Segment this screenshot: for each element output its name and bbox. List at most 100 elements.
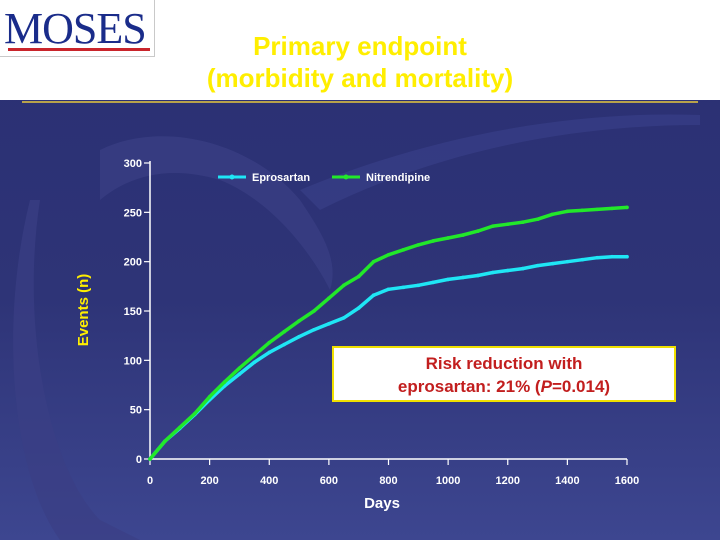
data-point-eprosartan [535,263,540,268]
data-point-nitrendipine [327,296,331,300]
data-point-eprosartan [476,273,480,278]
data-point-nitrendipine [237,366,242,371]
data-point-nitrendipine [163,439,167,444]
series-line-nitrendipine [148,205,629,461]
data-point-nitrendipine [371,259,376,264]
data-point-eprosartan [610,254,614,259]
data-point-nitrendipine [550,212,555,217]
data-point-nitrendipine [491,224,495,228]
legend-label-eprosartan: Eprosartan [252,172,310,184]
data-point-eprosartan [356,306,361,310]
data-point-nitrendipine [610,206,614,211]
title-line-2: (morbidity and mortality) [206,63,514,93]
data-point-eprosartan [580,257,585,262]
chart-series [148,205,629,461]
data-point-eprosartan [237,372,242,376]
data-point-nitrendipine [282,329,286,334]
callout-p-italic: P [540,377,552,396]
data-point-nitrendipine [401,248,406,252]
data-point-eprosartan [282,342,286,347]
data-point-nitrendipine [356,274,361,279]
logo-underline [8,48,150,51]
x-tick-label: 600 [320,475,338,487]
data-point-nitrendipine [595,207,599,212]
data-point-eprosartan [625,254,629,259]
legend-marker-nitrendipine [343,174,349,180]
data-point-nitrendipine [431,239,436,243]
slide-title: Primary endpoint (morbidity and mortalit… [150,30,570,94]
y-tick-label: 50 [130,405,142,417]
data-point-eprosartan [416,283,421,288]
y-tick-label: 300 [124,158,142,170]
x-tick-label: 200 [200,475,218,487]
data-point-nitrendipine [222,380,227,384]
data-point-nitrendipine [416,243,421,247]
data-point-nitrendipine [461,233,465,237]
data-point-nitrendipine [312,309,316,313]
data-point-nitrendipine [341,283,346,288]
data-point-nitrendipine [476,229,480,233]
y-tick-label: 100 [124,355,142,367]
data-point-eprosartan [520,266,525,271]
data-point-nitrendipine [148,457,152,461]
data-point-eprosartan [550,261,555,266]
moses-logo: MOSES [0,0,155,57]
data-point-eprosartan [252,360,257,365]
title-line-1: Primary endpoint [253,31,467,61]
callout-line-2-suffix: =0.014) [551,377,611,396]
chart-legend: Eprosartan Nitrendipine [218,172,430,184]
data-point-eprosartan [446,277,450,282]
legend-marker-eprosartan [229,174,235,180]
data-point-eprosartan [431,280,436,285]
data-point-eprosartan [595,255,599,260]
data-point-nitrendipine [565,209,570,214]
callout-line-1: Risk reduction with [425,354,583,373]
data-point-nitrendipine [625,205,629,210]
data-point-nitrendipine [446,236,450,240]
logo-text: MOSES [4,4,147,53]
chart-axes: 0 50 100 150 200 250 300 0 200 400 600 800 1000 1200 1… [124,158,640,487]
data-point-nitrendipine [178,425,182,430]
data-point-eprosartan [327,322,331,326]
y-tick-label: 150 [124,306,142,318]
data-point-eprosartan [297,334,301,339]
y-tick-label: 200 [124,257,142,269]
x-tick-label: 1400 [555,475,579,487]
y-tick-label: 250 [124,207,142,219]
data-point-nitrendipine [207,395,212,399]
data-point-eprosartan [461,275,465,280]
x-axis-label: Days [364,495,400,512]
x-tick-label: 1600 [615,475,639,487]
data-point-nitrendipine [520,220,525,224]
x-tick-label: 1200 [496,475,520,487]
y-tick-label: 0 [136,454,142,466]
title-divider [22,101,698,103]
data-point-eprosartan [386,287,391,292]
x-tick-label: 0 [147,475,153,487]
callout-line-2-prefix: eprosartan: 21% ( [397,377,541,396]
data-point-nitrendipine [535,217,540,222]
data-point-eprosartan [491,270,495,275]
x-tick-label: 400 [260,475,278,487]
data-point-nitrendipine [192,411,197,416]
data-point-eprosartan [401,285,406,290]
data-point-nitrendipine [297,319,301,323]
data-point-eprosartan [565,259,570,264]
data-point-nitrendipine [252,353,257,358]
data-point-eprosartan [505,268,510,273]
data-point-nitrendipine [505,222,510,226]
x-tick-label: 800 [379,475,397,487]
data-point-nitrendipine [580,208,585,213]
data-point-nitrendipine [386,252,391,257]
legend-label-nitrendipine: Nitrendipine [366,172,430,184]
data-point-eprosartan [371,293,376,298]
data-point-nitrendipine [267,340,272,345]
risk-reduction-callout: Risk reduction with eprosartan: 21% (P=0… [332,346,676,402]
data-point-eprosartan [341,316,346,320]
data-point-eprosartan [312,327,316,332]
y-axis-label: Events (n) [75,274,92,347]
data-point-eprosartan [267,350,272,355]
